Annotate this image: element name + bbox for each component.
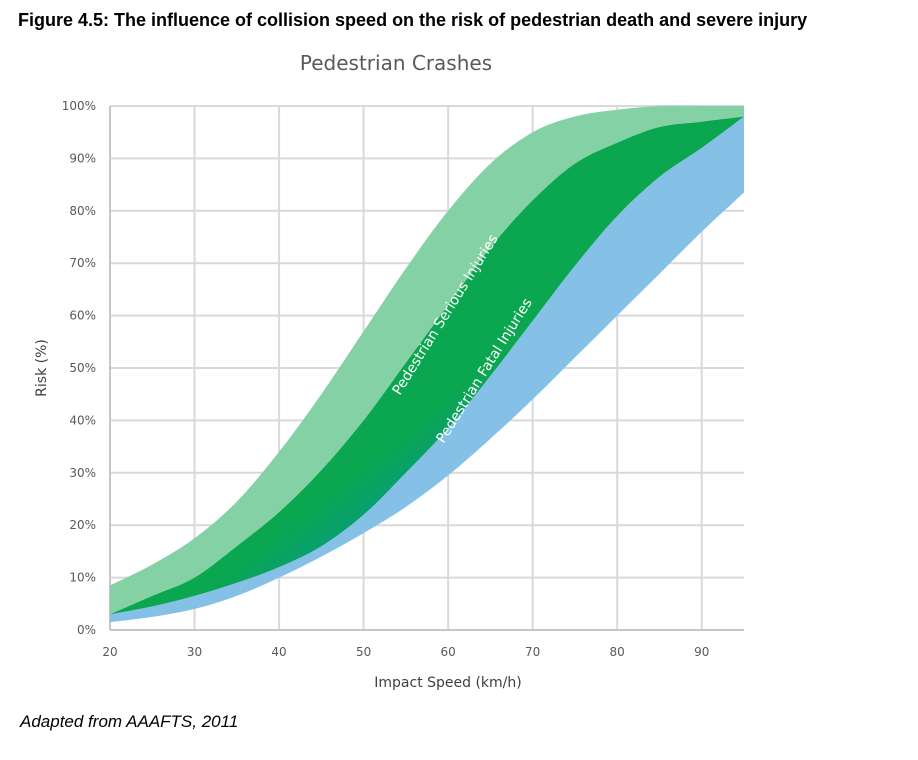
y-tick-label: 50% xyxy=(69,361,96,375)
x-tick-label: 20 xyxy=(102,645,117,659)
y-tick-label: 20% xyxy=(69,518,96,532)
y-tick-label: 70% xyxy=(69,256,96,270)
y-tick-label: 30% xyxy=(69,466,96,480)
y-tick-label: 100% xyxy=(62,99,96,113)
x-tick-label: 80 xyxy=(610,645,625,659)
y-tick-label: 0% xyxy=(77,623,96,637)
x-tick-label: 60 xyxy=(440,645,455,659)
figure-caption: Figure 4.5: The influence of collision s… xyxy=(18,10,808,30)
overlap-core-band xyxy=(110,116,744,615)
x-tick-label: 50 xyxy=(356,645,371,659)
pedestrian-crash-risk-chart: Pedestrian Crashes Pedestrian Serious In… xyxy=(34,51,744,691)
y-tick-label: 60% xyxy=(69,309,96,323)
y-tick-label: 90% xyxy=(69,151,96,165)
source-note: Adapted from AAAFTS, 2011 xyxy=(20,712,239,731)
x-axis-title: Impact Speed (km/h) xyxy=(374,675,521,691)
bands xyxy=(110,105,744,623)
x-tick-label: 30 xyxy=(187,645,202,659)
x-tick-label: 40 xyxy=(271,645,286,659)
y-tick-label: 80% xyxy=(69,204,96,218)
serious-injuries-band xyxy=(110,105,744,615)
chart-title: Pedestrian Crashes xyxy=(300,51,492,75)
x-tick-label: 90 xyxy=(694,645,709,659)
fatal-injuries-band xyxy=(110,116,744,623)
y-tick-label: 40% xyxy=(69,413,96,427)
y-axis-title: Risk (%) xyxy=(34,339,50,397)
x-tick-label: 70 xyxy=(525,645,540,659)
y-tick-label: 10% xyxy=(69,571,96,585)
ticks: 0% 10% 20% 30% 40% 50% 60% 70% 80% 90% 100% 20 30 40 5… xyxy=(62,99,710,659)
